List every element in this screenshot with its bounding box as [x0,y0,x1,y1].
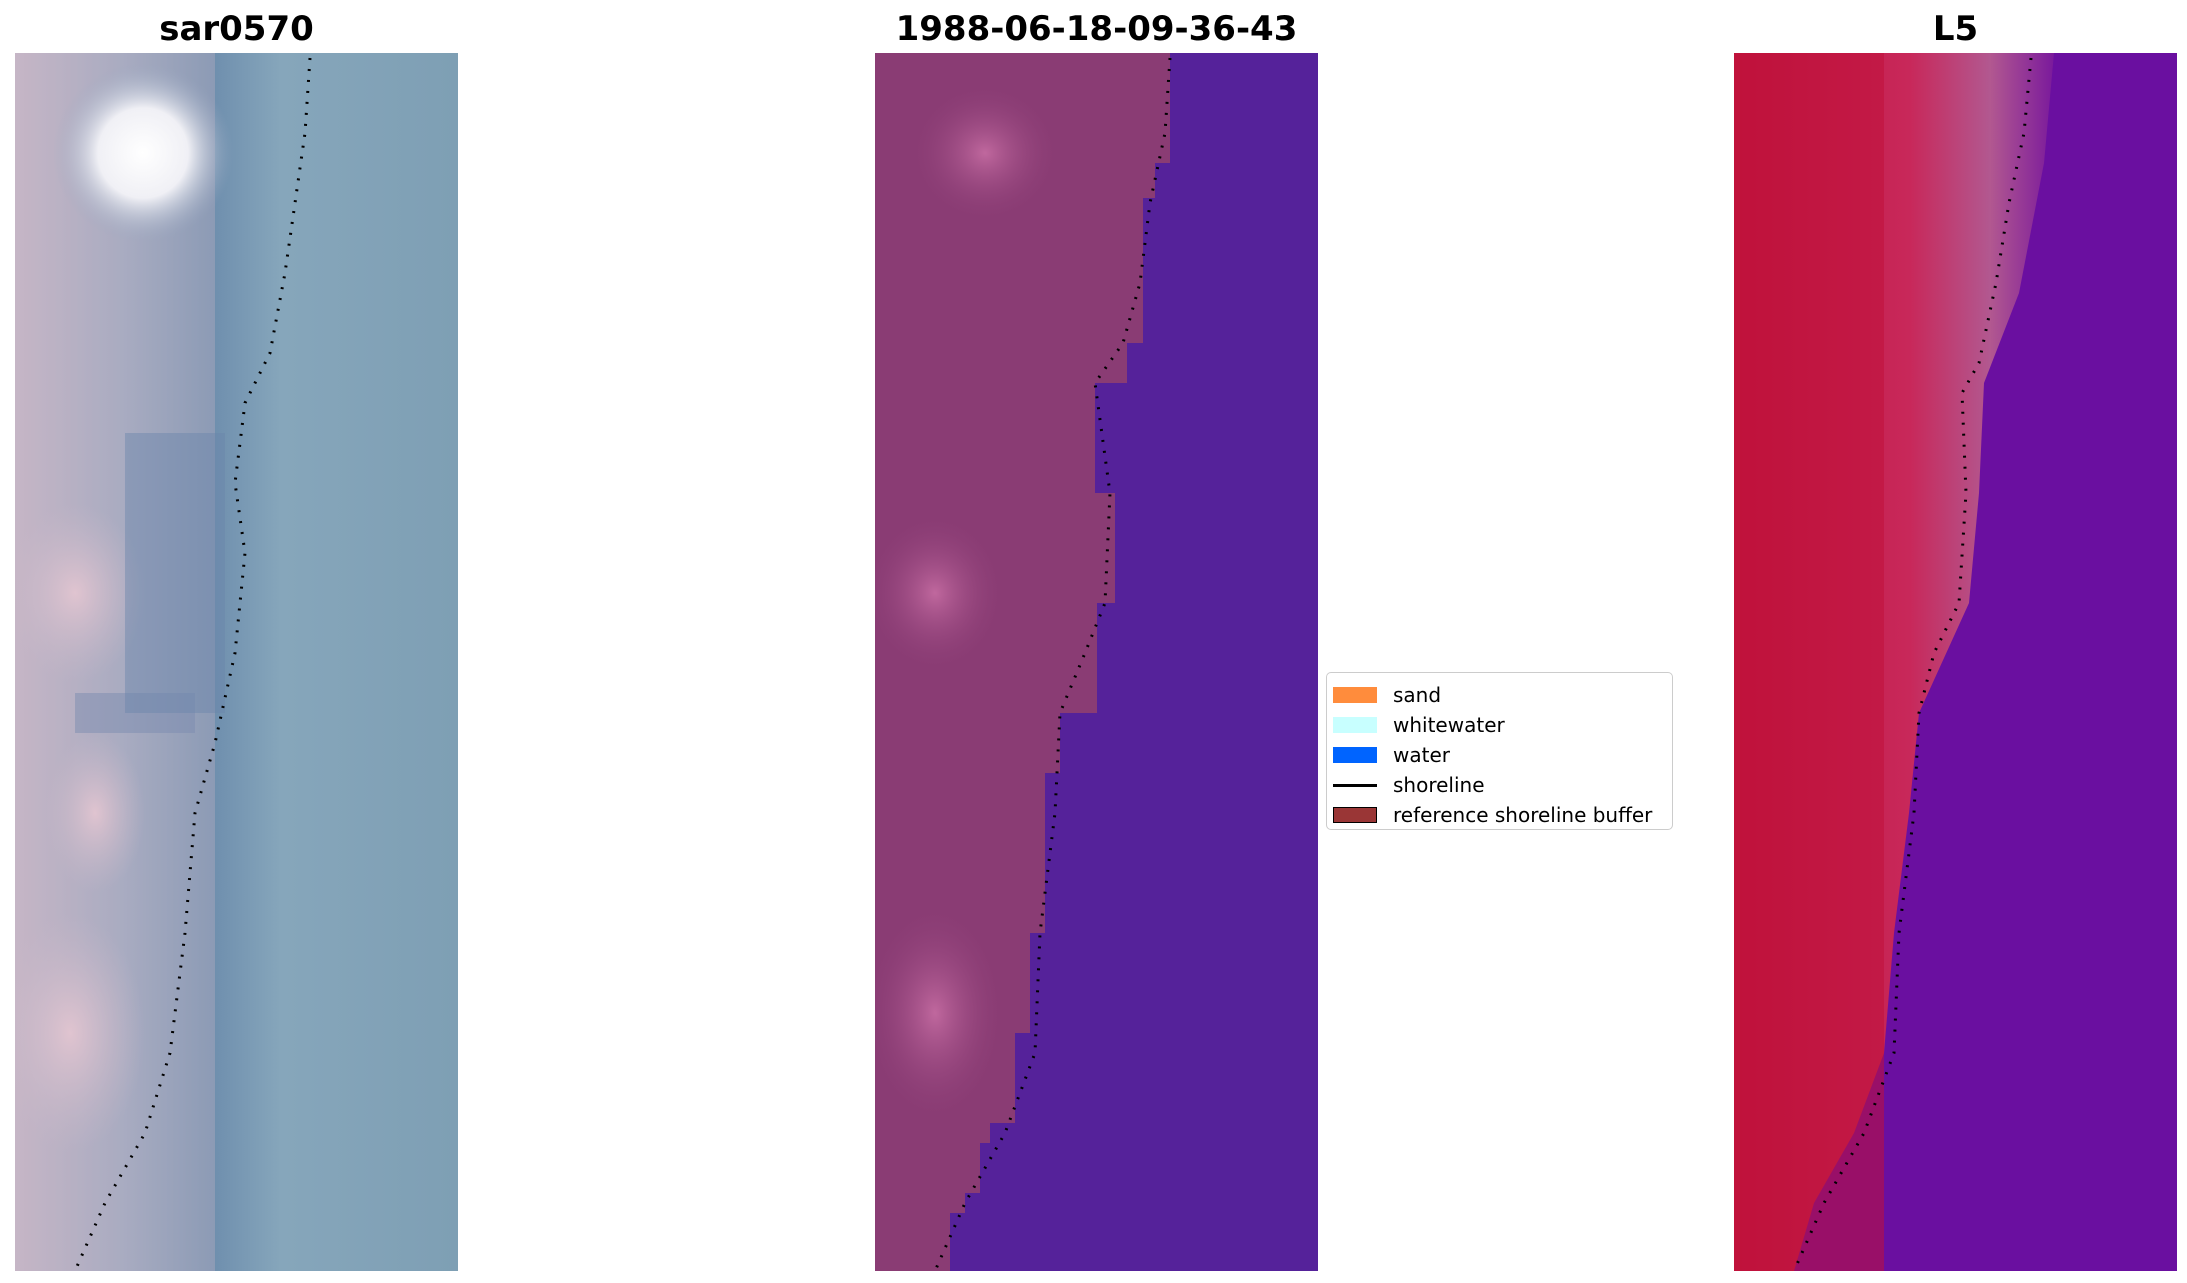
legend-label: whitewater [1393,713,1505,737]
legend: sand whitewater water shoreline referenc… [1326,672,1673,830]
shoreline-line-swatch [1333,783,1377,787]
rgb-image [15,53,458,1271]
panel-title-rgb: sar0570 [159,9,314,49]
shoreline-dots [933,57,1172,1271]
legend-item-reference-buffer: reference shoreline buffer [1333,800,1652,830]
legend-label: reference shoreline buffer [1393,803,1653,827]
whitewater-swatch [1333,717,1377,733]
sand-swatch [1333,687,1377,703]
legend-item-sand: sand [1333,680,1441,710]
legend-item-shoreline: shoreline [1333,770,1485,800]
l5-image [1734,53,2177,1271]
legend-label: shoreline [1393,773,1485,797]
legend-item-water: water [1333,740,1450,770]
legend-label: sand [1393,683,1442,707]
water-swatch [1333,747,1377,763]
reference-buffer-swatch [1333,807,1377,823]
panel-title-date: 1988-06-18-09-36-43 [895,9,1298,49]
legend-label: water [1393,743,1450,767]
classified-image [875,53,1318,1271]
shoreline-dots [1792,57,2033,1271]
legend-item-whitewater: whitewater [1333,710,1505,740]
panel-title-l5: L5 [1932,9,1979,49]
